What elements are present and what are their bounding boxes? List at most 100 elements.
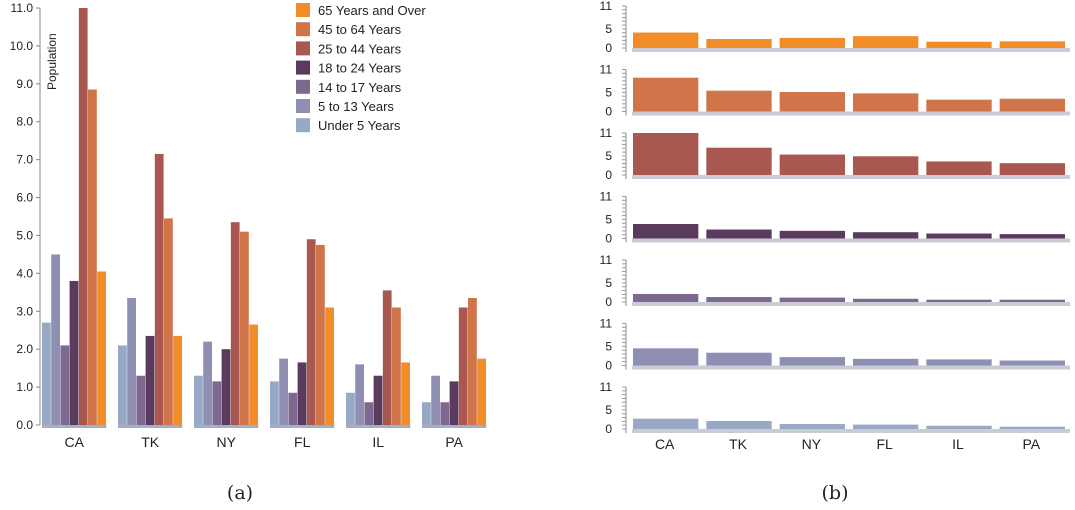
legend-item-label: 14 to 17 Years [318,80,402,95]
small-bar-fl-14-to-17-years [853,298,919,302]
row-y-tick-label: 0 [605,41,612,55]
small-bar-tk-under-5-years [706,420,772,429]
small-bar-ca-25-to-44-years [633,133,699,175]
small-bar-fl-5-to-13-years [853,358,919,366]
legend-swatch-18-to-24-years [296,60,310,75]
row-y-tick-label: 0 [605,168,612,182]
small-bar-il-65-years-and-over [926,41,992,48]
row-y-tick-label: 5 [605,339,612,353]
small-multiples-x-label: NY [802,436,822,452]
bar-il-under-5-years [346,392,355,425]
legend-swatch-25-to-44-years [296,41,310,56]
y-tick-label: 0.0 [16,418,33,432]
bar-il-18-to-24-years [373,375,383,425]
bar-ca-14-to-17-years [60,345,70,425]
small-multiples-x-label: IL [952,436,964,452]
bar-ny-65-years-and-over [249,324,258,425]
small-bar-ny-under-5-years [779,424,845,429]
bar-pa-under-5-years [422,402,431,425]
small-multiple-row-14-to-17-years: 0 5 11 [600,253,1070,309]
row-y-tick-label: 11 [600,380,613,394]
small-bar-ca-14-to-17-years [633,293,699,302]
bar-tk-65-years-and-over [173,335,182,425]
y-tick-label: 9.0 [16,77,33,91]
small-multiple-row-25-to-44-years: 0 5 11 [600,126,1070,182]
legend-item-label: 5 to 13 Years [318,99,394,114]
small-bar-ny-65-years-and-over [779,37,845,48]
small-bar-ca-5-to-13-years [633,348,699,366]
bar-fl-25-to-44-years [306,239,316,425]
group-baseline-tk [118,425,183,428]
small-bar-ca-65-years-and-over [633,32,699,48]
bar-il-5-to-13-years [355,364,364,425]
row-baseline [632,238,1070,243]
bar-tk-18-to-24-years [145,335,155,425]
small-bar-il-45-to-64-years [926,99,992,112]
row-y-tick-label: 0 [605,422,612,436]
row-y-tick-label: 11 [600,0,613,13]
small-bar-tk-18-to-24-years [706,229,772,239]
row-baseline [632,175,1070,179]
y-tick-label: 11.0 [11,1,34,15]
x-category-label: TK [141,434,160,450]
bar-pa-25-to-44-years [458,307,468,425]
bar-ca-5-to-13-years [51,254,60,425]
panel-a-grouped-bar-chart: 0.0 1.0 2.0 3.0 4.0 5.0 6.0 7.0 8.0 9.0 10.0 11.0 Po… [10,1,487,450]
y-tick-label: 3.0 [16,304,33,318]
bar-ny-25-to-44-years [230,222,240,425]
row-baseline [632,48,1070,52]
small-multiples-x-label: CA [655,436,675,452]
bar-fl-under-5-years [270,381,279,425]
small-bar-ny-18-to-24-years [779,230,845,239]
bar-il-25-to-44-years [382,290,392,425]
small-bar-fl-18-to-24-years [853,232,919,239]
bar-il-65-years-and-over [401,362,410,425]
bar-fl-5-to-13-years [279,358,288,425]
bar-pa-65-years-and-over [477,358,486,425]
bar-pa-45-to-64-years [468,298,477,425]
y-tick-label: 10.0 [10,39,34,53]
bar-ny-under-5-years [194,375,203,425]
small-bar-pa-18-to-24-years [999,234,1065,239]
bar-ny-18-to-24-years [221,349,231,425]
small-bar-pa-5-to-13-years [999,360,1065,366]
legend-swatch-under-5-years [296,118,310,133]
y-tick-label: 7.0 [16,153,33,167]
group-baseline-ny [194,425,259,428]
y-axis-label: Population [45,33,59,90]
legend-item-label: 45 to 64 Years [318,22,402,37]
small-multiples-x-label: FL [876,436,893,452]
small-bar-il-14-to-17-years [926,299,992,302]
bar-pa-14-to-17-years [440,402,450,425]
x-category-label: FL [294,434,311,450]
small-bar-ca-under-5-years [633,418,699,429]
row-y-tick-label: 0 [605,295,612,309]
x-category-label: NY [216,434,236,450]
legend-item-label: 18 to 24 Years [318,61,402,76]
bar-pa-18-to-24-years [449,381,459,425]
x-category-label: PA [445,434,463,450]
bar-tk-45-to-64-years [164,218,173,425]
legend-swatch-14-to-17-years [296,79,310,94]
small-bar-pa-45-to-64-years [999,98,1065,112]
panel-b-caption: (b) [822,482,849,504]
row-y-tick-label: 0 [605,232,612,246]
y-tick-label: 2.0 [16,342,33,356]
legend-swatch-65-years-and-over [296,3,310,17]
small-bar-pa-under-5-years [999,426,1065,429]
row-y-tick-label: 11 [600,253,613,267]
bar-fl-14-to-17-years [288,392,298,425]
bar-tk-25-to-44-years [154,153,164,425]
panel-b-small-multiples-chart: 0 5 11 0 5 11 0 5 11 0 5 11 0 5 11 0 5 11 0 5 11 CA TK NY FL IL PA [600,0,1070,452]
y-tick-label: 1.0 [16,380,33,394]
bar-fl-65-years-and-over [325,307,334,425]
small-bar-pa-14-to-17-years [999,299,1065,302]
small-multiple-row-5-to-13-years: 0 5 11 [600,317,1070,373]
bar-il-14-to-17-years [364,402,374,425]
small-bar-ny-5-to-13-years [779,357,845,366]
bar-pa-5-to-13-years [431,375,440,425]
row-y-tick-label: 5 [605,212,612,226]
row-y-tick-label: 5 [605,149,612,163]
row-y-tick-label: 11 [600,317,613,331]
